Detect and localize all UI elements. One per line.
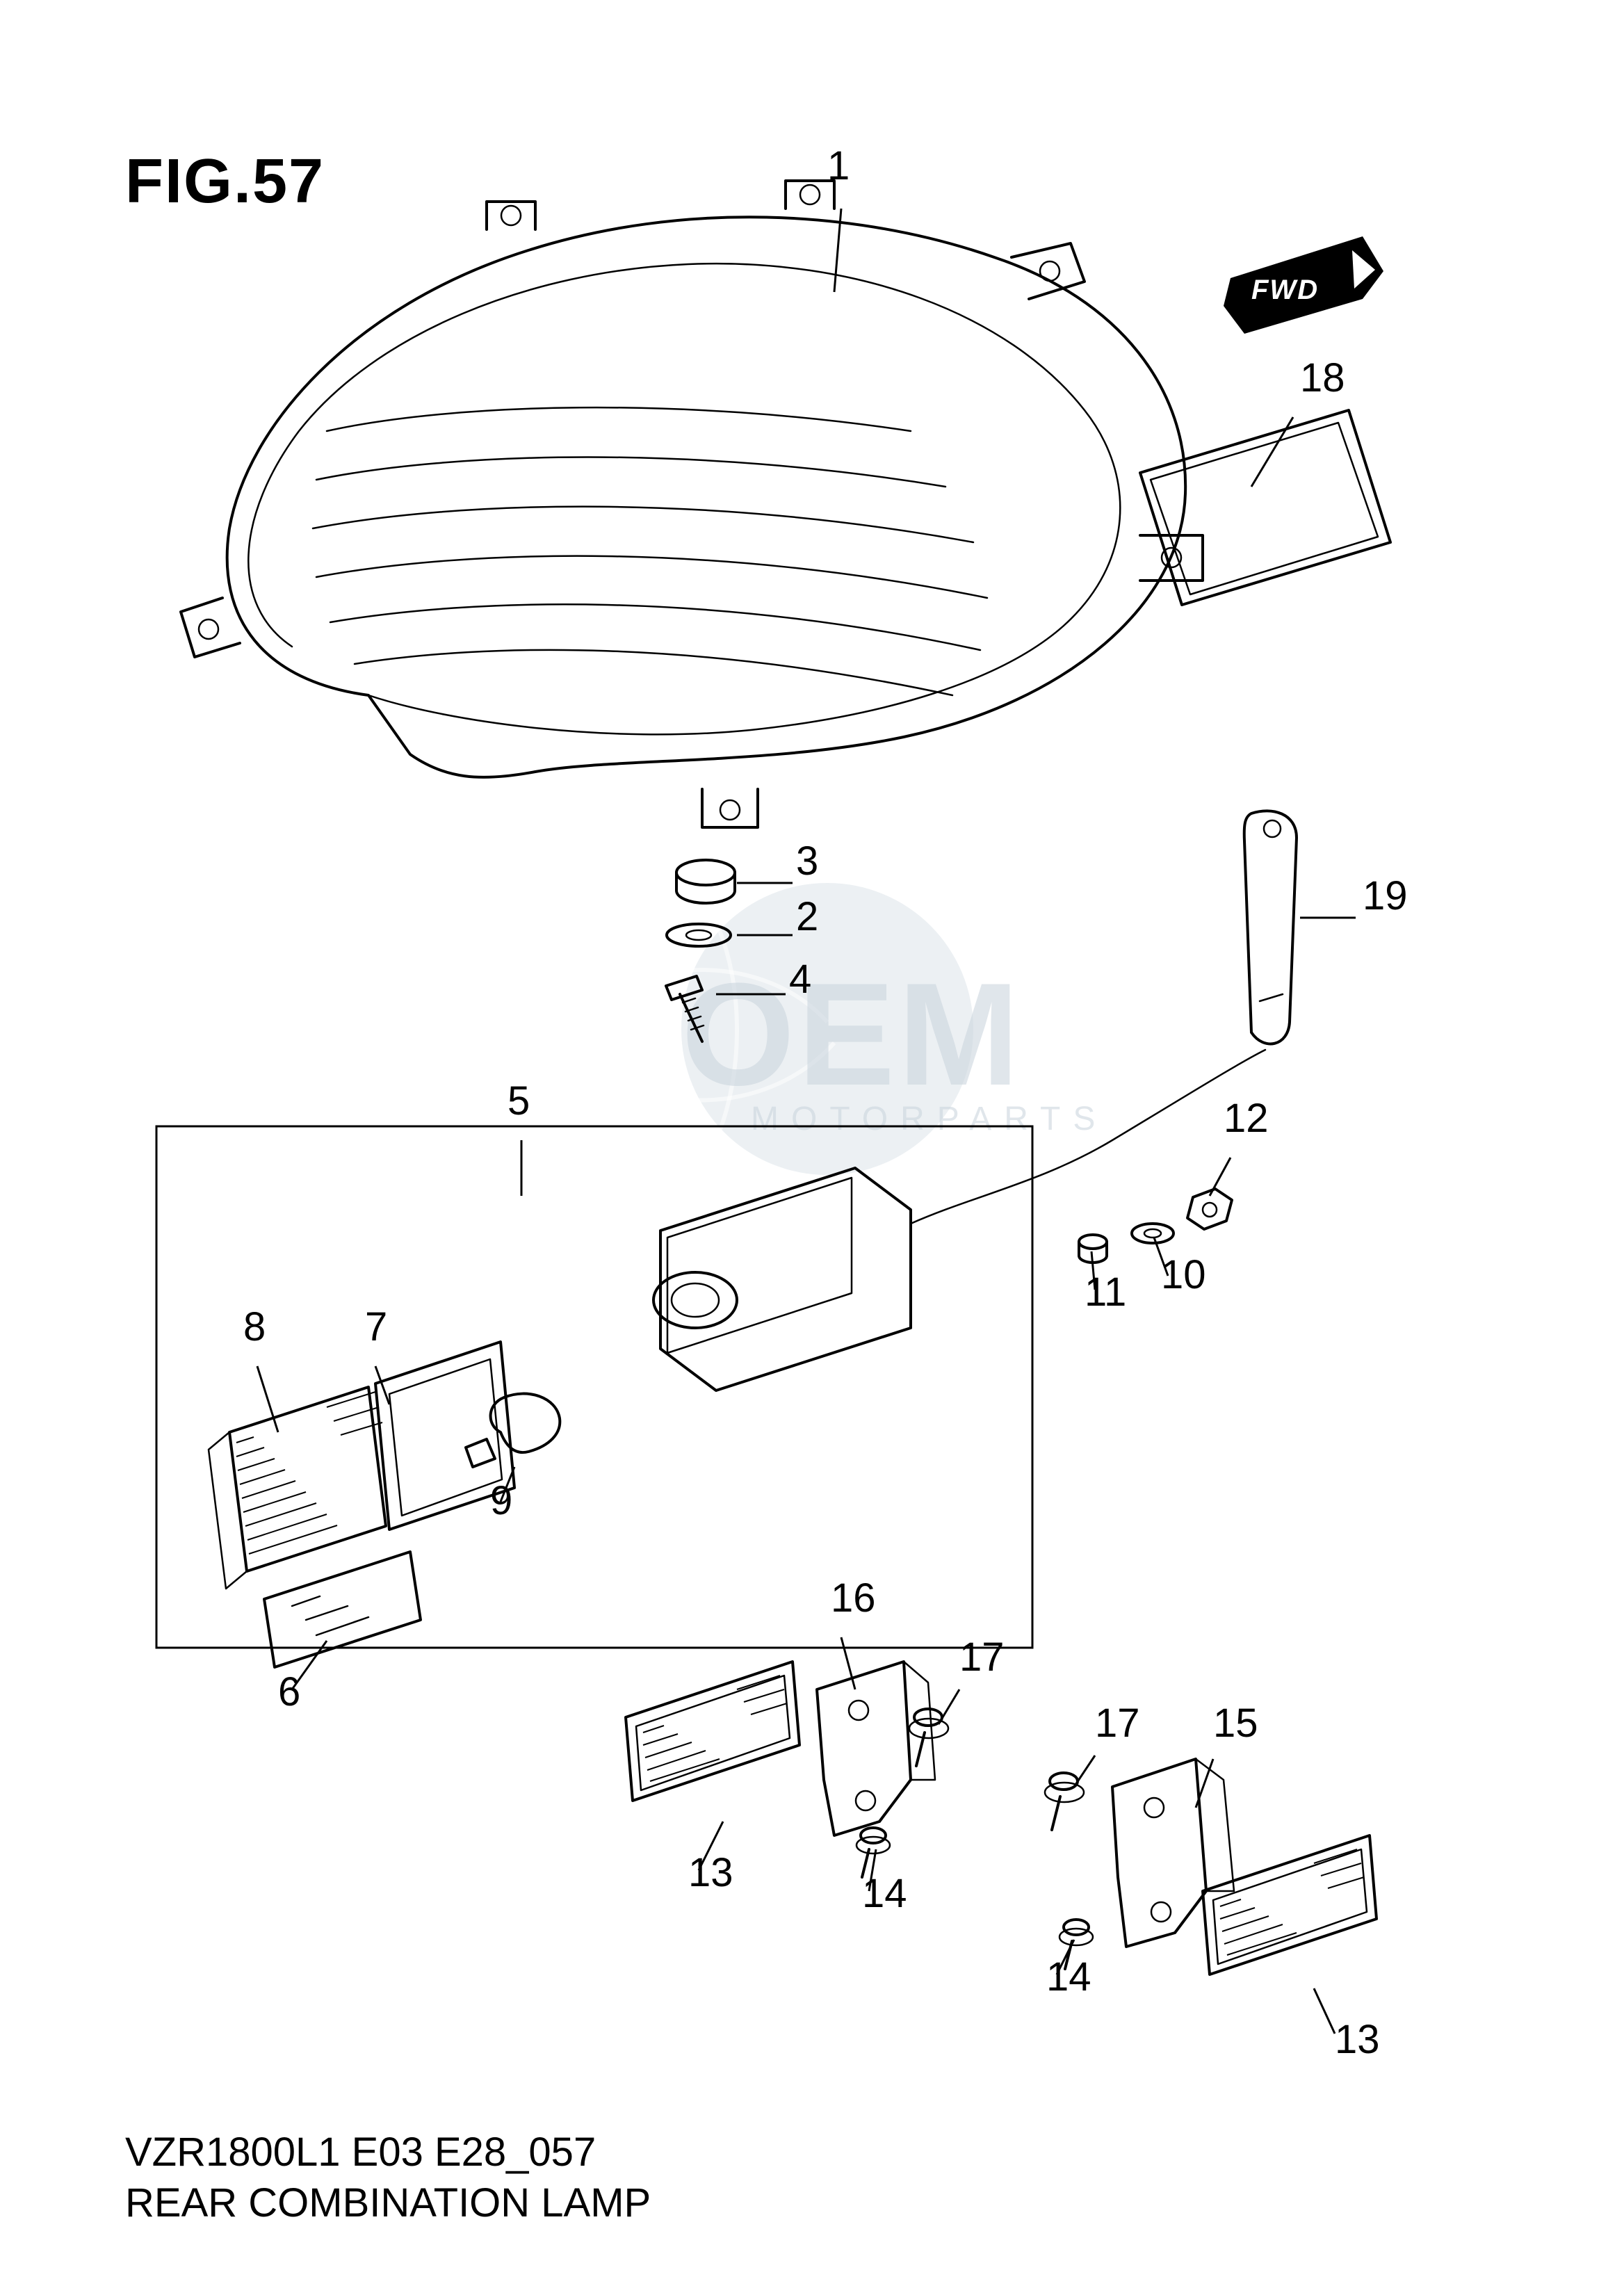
watermark-main: OEM	[681, 952, 1022, 1116]
p7-i	[389, 1359, 502, 1516]
tail-lamp	[181, 181, 1203, 827]
p17L-h	[914, 1709, 942, 1726]
part-13-reflector-right	[1203, 1835, 1377, 1974]
p8-front	[229, 1387, 386, 1571]
p15-plate	[1112, 1759, 1206, 1947]
part18-outer	[1140, 410, 1390, 605]
p2-i	[686, 930, 711, 940]
p14R-h	[1064, 1920, 1089, 1935]
p13R-hatch	[1220, 1849, 1364, 1955]
p13R-f	[1203, 1835, 1377, 1974]
p11-top	[1079, 1235, 1107, 1249]
p13L-f	[626, 1662, 799, 1801]
p3-side	[676, 873, 735, 903]
p17R-f	[1045, 1783, 1084, 1802]
callout-14: 14	[862, 1870, 907, 1917]
part-10-washer	[1132, 1224, 1174, 1243]
tail-lamp-tabs	[181, 181, 1203, 827]
p16-plate	[817, 1662, 911, 1835]
callout-6: 6	[278, 1669, 300, 1715]
p6-plate	[264, 1552, 421, 1667]
p14R-f	[1059, 1929, 1093, 1945]
ll-body	[660, 1168, 911, 1390]
part-3-grommet	[676, 860, 735, 903]
callout-13: 13	[1335, 2016, 1380, 2063]
tail-lamp-inner	[248, 263, 1120, 734]
p17R-h	[1050, 1773, 1078, 1790]
callout-17: 17	[959, 1634, 1005, 1680]
p19-body	[1244, 811, 1297, 1044]
fwd-badge: FWD	[1224, 236, 1383, 334]
diagram-svg: OEM MOTORPARTS FWD	[0, 0, 1624, 2295]
p9-base	[466, 1439, 495, 1467]
part-9-bulb	[466, 1394, 560, 1467]
tail-lamp-lens-lines	[313, 407, 987, 695]
p16-h2	[856, 1791, 875, 1810]
part-8-lens	[209, 1387, 386, 1589]
part-19-strap	[1244, 811, 1297, 1044]
p10-o	[1132, 1224, 1174, 1243]
assembly-box	[156, 1126, 1032, 1648]
p15-h1	[1144, 1798, 1164, 1817]
p6-glare	[292, 1596, 368, 1635]
callout-3: 3	[796, 838, 818, 884]
p12-hole	[1203, 1203, 1217, 1217]
callout-11: 11	[1085, 1269, 1126, 1315]
p14L-f	[856, 1837, 890, 1854]
callout-10: 10	[1161, 1251, 1206, 1298]
callout-9: 9	[490, 1477, 512, 1524]
part-13-reflector-left	[626, 1662, 799, 1801]
p10-i	[1144, 1229, 1161, 1238]
ll-sock-o	[653, 1272, 737, 1328]
watermark: OEM MOTORPARTS	[556, 883, 1107, 1175]
part-18-plate	[1140, 410, 1390, 605]
callout-8: 8	[243, 1304, 266, 1350]
p14L-h	[861, 1828, 886, 1843]
tail-lamp-outer	[227, 217, 1186, 777]
ll-sock-i	[672, 1283, 719, 1317]
part-6-glass	[264, 1552, 421, 1667]
callout-4: 4	[789, 956, 811, 1003]
p16-h1	[849, 1701, 868, 1720]
p19-slot	[1260, 994, 1283, 1001]
callout-7: 7	[365, 1304, 387, 1350]
p8-hatch	[236, 1392, 382, 1554]
callout-1: 1	[827, 143, 850, 189]
p3-top	[676, 860, 735, 885]
tail-lamp-tab-holes	[199, 185, 1181, 820]
callout-12: 12	[1224, 1095, 1269, 1142]
part-16-bracket	[817, 1662, 935, 1835]
watermark-sub: MOTORPARTS	[751, 1101, 1107, 1137]
p13L-hatch	[643, 1676, 787, 1781]
callout-18: 18	[1300, 355, 1345, 401]
p19-hole	[1264, 820, 1281, 837]
callout-14: 14	[1046, 1954, 1091, 2000]
p9-glass	[491, 1394, 560, 1453]
part-15-bracket	[1112, 1759, 1234, 1947]
callout-15: 15	[1213, 1700, 1258, 1746]
callout-5: 5	[508, 1078, 530, 1124]
callout-2: 2	[796, 893, 818, 940]
callout-19: 19	[1363, 873, 1408, 919]
fwd-text: FWD	[1251, 275, 1319, 305]
callout-16: 16	[831, 1575, 876, 1621]
page-root: FIG.57 VZR1800L1 E03 E28_057 REAR COMBIN…	[0, 0, 1624, 2295]
callout-13: 13	[688, 1849, 733, 1896]
p15-h2	[1151, 1902, 1171, 1922]
callout-17: 17	[1095, 1700, 1140, 1746]
p17L-f	[909, 1719, 948, 1738]
